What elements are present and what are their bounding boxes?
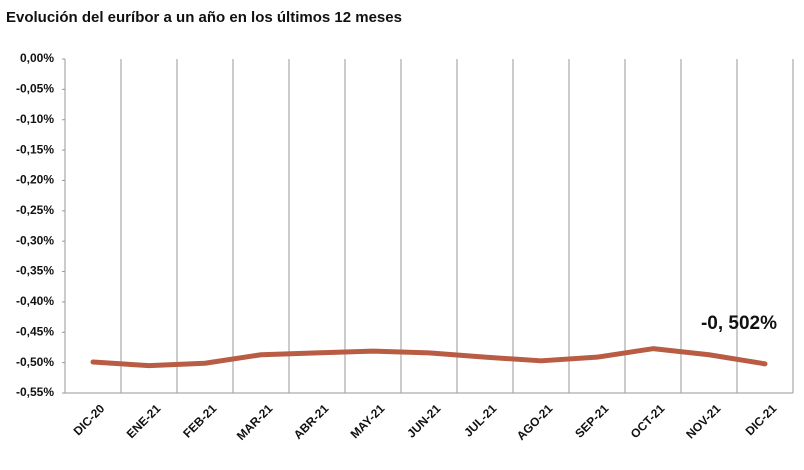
x-tick-label: FEB-21 <box>180 401 219 440</box>
x-tick-label: JUL-21 <box>461 401 499 439</box>
x-tick-label: MAY-21 <box>348 401 388 441</box>
y-tick-label: -0,40% <box>16 294 54 308</box>
x-tick-label: DIC-20 <box>71 401 108 438</box>
y-tick-label: 0,00% <box>20 51 54 65</box>
line <box>90 346 768 369</box>
x-tick-label: AGO-21 <box>514 401 556 443</box>
x-tick-label: JUN-21 <box>404 401 443 440</box>
annotation: -0, 502% <box>701 313 777 334</box>
y-tick-label: -0,05% <box>16 82 54 96</box>
chart-title: Evolución del euríbor a un año en los úl… <box>6 9 402 26</box>
y-tick-label: -0,30% <box>16 233 54 247</box>
y-tick-label: -0,55% <box>16 385 54 399</box>
x-tick-label: DIC-21 <box>743 401 780 438</box>
y-tick-label: -0,45% <box>16 324 54 338</box>
y-tick-label: -0,35% <box>16 264 54 278</box>
x-tick-label: ABR-21 <box>291 401 332 442</box>
y-tick-label: -0,25% <box>16 203 54 217</box>
x-tick-label: MAR-21 <box>234 401 276 443</box>
x-tick-label: ENE-21 <box>124 401 164 441</box>
y-tick-label: -0,10% <box>16 112 54 126</box>
x-tick-label: NOV-21 <box>683 401 723 441</box>
x-tick-label: OCT-21 <box>628 401 668 441</box>
y-tick-label: -0,15% <box>16 142 54 156</box>
y-tick-label: -0,20% <box>16 173 54 187</box>
y-tick-label: -0,50% <box>16 355 54 369</box>
x-tick-label: SEP-21 <box>572 401 611 440</box>
